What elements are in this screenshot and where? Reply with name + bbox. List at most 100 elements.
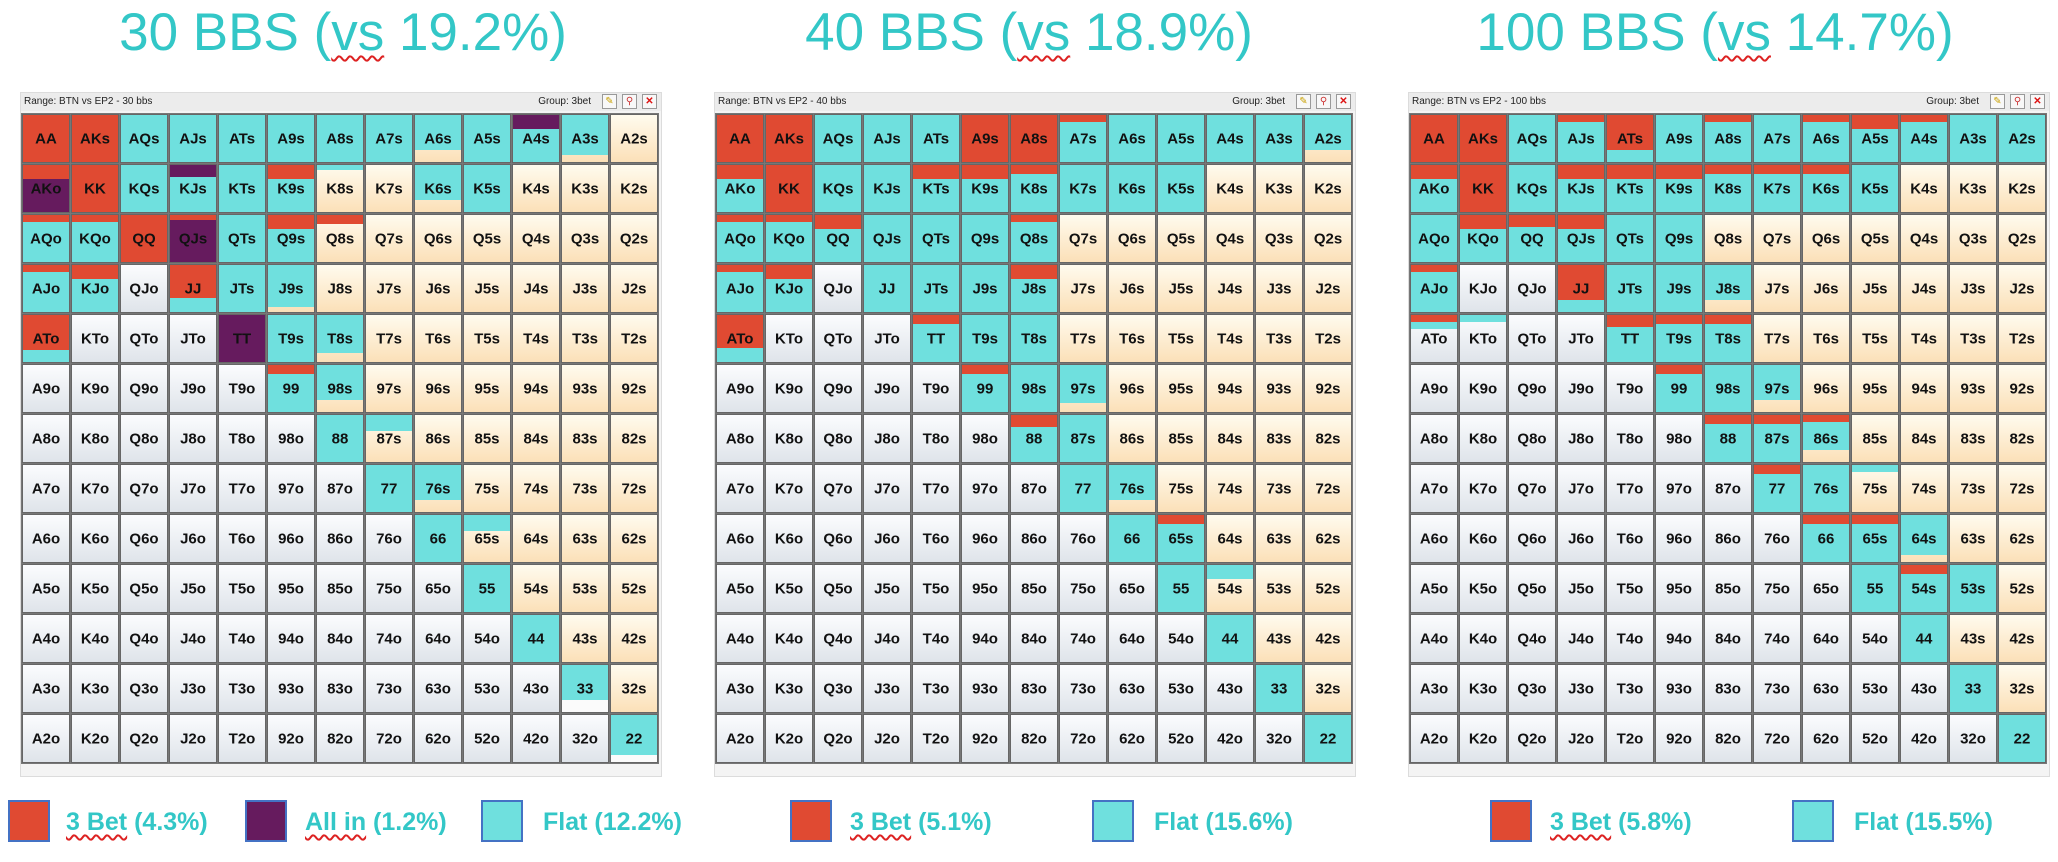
hand-cell[interactable]: 92o xyxy=(961,714,1009,763)
hand-cell[interactable]: K6o xyxy=(765,514,813,563)
hand-cell[interactable]: 33 xyxy=(1949,664,1997,713)
hand-cell[interactable]: A4o xyxy=(716,614,764,663)
hand-cell[interactable]: QJo xyxy=(120,264,168,313)
hand-cell[interactable]: AQs xyxy=(814,114,862,163)
hand-cell[interactable]: A4o xyxy=(1410,614,1458,663)
hand-cell[interactable]: K2s xyxy=(1304,164,1352,213)
hand-cell[interactable]: K7s xyxy=(1059,164,1107,213)
hand-cell[interactable]: 93o xyxy=(1655,664,1703,713)
hand-cell[interactable]: QJs xyxy=(169,214,217,263)
hand-cell[interactable]: AQo xyxy=(1410,214,1458,263)
hand-cell[interactable]: A2o xyxy=(22,714,70,763)
hand-cell[interactable]: 65s xyxy=(1851,514,1899,563)
hand-cell[interactable]: KQs xyxy=(814,164,862,213)
hand-cell[interactable]: T3s xyxy=(561,314,609,363)
hand-cell[interactable]: T6o xyxy=(1606,514,1654,563)
hand-cell[interactable]: Q8o xyxy=(120,414,168,463)
hand-cell[interactable]: KK xyxy=(71,164,119,213)
hand-cell[interactable]: J5s xyxy=(463,264,511,313)
hand-cell[interactable]: A8o xyxy=(1410,414,1458,463)
hand-cell[interactable]: 53o xyxy=(1851,664,1899,713)
hand-cell[interactable]: J4o xyxy=(863,614,911,663)
hand-cell[interactable]: J2o xyxy=(1557,714,1605,763)
hand-cell[interactable]: J4s xyxy=(512,264,560,313)
hand-cell[interactable]: AQs xyxy=(120,114,168,163)
hand-cell[interactable]: J3o xyxy=(169,664,217,713)
hand-cell[interactable]: KJs xyxy=(169,164,217,213)
hand-cell[interactable]: 43o xyxy=(512,664,560,713)
hand-cell[interactable]: Q4o xyxy=(120,614,168,663)
hand-cell[interactable]: 87o xyxy=(1010,464,1058,513)
hand-cell[interactable]: AKo xyxy=(1410,164,1458,213)
hand-cell[interactable]: 87s xyxy=(365,414,413,463)
hand-cell[interactable]: 85o xyxy=(316,564,364,613)
hand-cell[interactable]: 54o xyxy=(463,614,511,663)
hand-cell[interactable]: A7s xyxy=(365,114,413,163)
hand-cell[interactable]: K4s xyxy=(512,164,560,213)
hand-cell[interactable]: 52s xyxy=(1998,564,2046,613)
hand-cell[interactable]: 83o xyxy=(1704,664,1752,713)
hand-cell[interactable]: K2o xyxy=(765,714,813,763)
hand-cell[interactable]: 96o xyxy=(961,514,1009,563)
hand-cell[interactable]: 94s xyxy=(1900,364,1948,413)
hand-cell[interactable]: A9o xyxy=(22,364,70,413)
hand-cell[interactable]: K2o xyxy=(1459,714,1507,763)
hand-cell[interactable]: 94o xyxy=(961,614,1009,663)
hand-cell[interactable]: 98s xyxy=(316,364,364,413)
hand-cell[interactable]: J4o xyxy=(169,614,217,663)
hand-cell[interactable]: 94o xyxy=(1655,614,1703,663)
hand-cell[interactable]: KTs xyxy=(218,164,266,213)
hand-cell[interactable]: K3o xyxy=(71,664,119,713)
hand-cell[interactable]: 22 xyxy=(1304,714,1352,763)
hand-cell[interactable]: 96s xyxy=(1802,364,1850,413)
hand-cell[interactable]: JJ xyxy=(169,264,217,313)
hand-cell[interactable]: K4o xyxy=(765,614,813,663)
hand-cell[interactable]: 75o xyxy=(1059,564,1107,613)
hand-cell[interactable]: K2s xyxy=(610,164,658,213)
hand-cell[interactable]: 65o xyxy=(414,564,462,613)
hand-cell[interactable]: A6o xyxy=(1410,514,1458,563)
hand-cell[interactable]: Q6o xyxy=(814,514,862,563)
hand-cell[interactable]: 97o xyxy=(961,464,1009,513)
hand-cell[interactable]: QTs xyxy=(912,214,960,263)
hand-cell[interactable]: 88 xyxy=(1010,414,1058,463)
hand-cell[interactable]: K8o xyxy=(71,414,119,463)
hand-cell[interactable]: Q2s xyxy=(610,214,658,263)
hand-cell[interactable]: J3o xyxy=(863,664,911,713)
hand-cell[interactable]: 93o xyxy=(267,664,315,713)
hand-cell[interactable]: 42s xyxy=(1998,614,2046,663)
hand-cell[interactable]: T9s xyxy=(267,314,315,363)
hand-cell[interactable]: 82s xyxy=(1998,414,2046,463)
hand-cell[interactable]: T4s xyxy=(1206,314,1254,363)
hand-cell[interactable]: Q4s xyxy=(512,214,560,263)
hand-cell[interactable]: Q5s xyxy=(1157,214,1205,263)
hand-cell[interactable]: Q2s xyxy=(1304,214,1352,263)
hand-cell[interactable]: KTo xyxy=(71,314,119,363)
hand-cell[interactable]: 42s xyxy=(610,614,658,663)
hand-cell[interactable]: J9o xyxy=(863,364,911,413)
hand-cell[interactable]: 95s xyxy=(1157,364,1205,413)
hand-cell[interactable]: T5s xyxy=(463,314,511,363)
hand-cell[interactable]: 93o xyxy=(961,664,1009,713)
hand-cell[interactable]: Q8s xyxy=(1010,214,1058,263)
hand-cell[interactable]: T9o xyxy=(1606,364,1654,413)
hand-cell[interactable]: J8s xyxy=(1010,264,1058,313)
hand-cell[interactable]: A2s xyxy=(1304,114,1352,163)
hand-cell[interactable]: J7s xyxy=(1753,264,1801,313)
hand-cell[interactable]: 86o xyxy=(1010,514,1058,563)
hand-cell[interactable]: Q7o xyxy=(120,464,168,513)
hand-cell[interactable]: 84s xyxy=(1900,414,1948,463)
hand-cell[interactable]: T5s xyxy=(1851,314,1899,363)
hand-cell[interactable]: K4s xyxy=(1900,164,1948,213)
hand-cell[interactable]: 42o xyxy=(512,714,560,763)
hand-cell[interactable]: J9s xyxy=(267,264,315,313)
hand-cell[interactable]: J2o xyxy=(169,714,217,763)
hand-cell[interactable]: 43o xyxy=(1206,664,1254,713)
hand-cell[interactable]: TT xyxy=(218,314,266,363)
hand-cell[interactable]: 42s xyxy=(1304,614,1352,663)
hand-cell[interactable]: 99 xyxy=(961,364,1009,413)
hand-cell[interactable]: 83o xyxy=(1010,664,1058,713)
hand-cell[interactable]: K8o xyxy=(765,414,813,463)
hand-cell[interactable]: Q5o xyxy=(1508,564,1556,613)
edit-icon[interactable]: ✎ xyxy=(1990,94,2005,109)
